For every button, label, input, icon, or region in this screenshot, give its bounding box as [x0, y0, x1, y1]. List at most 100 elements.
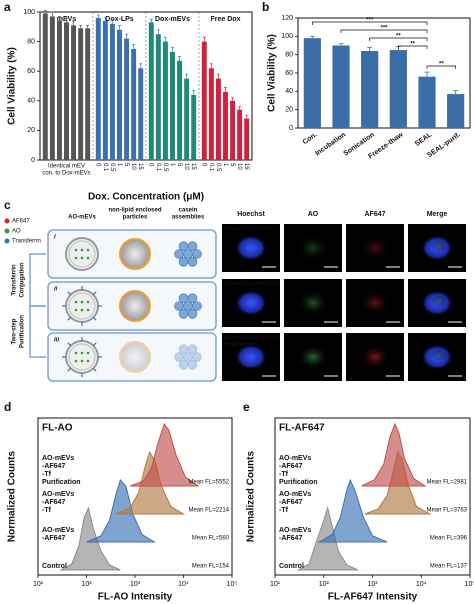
- x-tick-label: 0.1: [208, 163, 214, 172]
- x-tick-label: 15: [243, 163, 249, 170]
- bar: [95, 17, 101, 161]
- merge-signal: [431, 295, 447, 307]
- channel-header: Merge: [427, 211, 448, 218]
- x-tick-label: 10⁴: [416, 581, 427, 588]
- step-label: Conjugation: [20, 262, 26, 297]
- bar: [42, 13, 48, 161]
- vesicle: [65, 237, 99, 271]
- casein: [178, 241, 189, 252]
- x-tick-label: 10⁴: [178, 581, 189, 588]
- y-tick-label: 60: [27, 68, 35, 75]
- y-axis-label: Cell Viability (%): [7, 47, 18, 125]
- bar: [237, 109, 243, 160]
- legend-label: Purification: [42, 479, 81, 486]
- significance-bracket: [369, 37, 428, 41]
- column-header: assemblies: [172, 215, 205, 221]
- casein: [187, 241, 198, 252]
- legend-symbol: [4, 238, 10, 244]
- annotation: con. to Dox-mEVs: [42, 171, 90, 177]
- bar: [131, 49, 137, 160]
- ao-dot: [80, 248, 84, 252]
- y-tick-label: 20: [27, 127, 35, 134]
- significance-label: **: [439, 62, 444, 68]
- transferrin: [92, 342, 97, 347]
- bar: [49, 16, 55, 160]
- sample-label: Purification: [224, 342, 257, 348]
- bar: [85, 28, 91, 161]
- y-tick-label: 40: [285, 88, 293, 95]
- casein: [178, 308, 189, 319]
- legend-symbol: [4, 218, 10, 224]
- ao-dot: [74, 351, 78, 355]
- sample-label: AO-mEVs-AF647: [224, 227, 272, 233]
- mean-label: Mean FL=3763: [426, 508, 467, 514]
- step-label: Purification: [20, 315, 26, 348]
- legend-label: -AF647: [279, 535, 302, 542]
- casein: [174, 352, 184, 362]
- cell-signal: [297, 290, 329, 316]
- panel-label: d: [4, 400, 11, 414]
- x-tick-label: 10²: [319, 581, 330, 588]
- x-tick-label: 10: [183, 163, 189, 170]
- particle: [119, 341, 151, 373]
- y-axis-label: Normalized Counts: [246, 451, 257, 543]
- bar: [117, 29, 122, 161]
- ao-dot: [80, 300, 84, 304]
- row-label: iii: [54, 338, 59, 344]
- panel-label: c: [4, 198, 11, 212]
- x-tick-label: 1: [116, 163, 122, 167]
- bar: [148, 22, 154, 160]
- legend-label: -Tf: [279, 507, 289, 514]
- legend-label: Control: [42, 563, 67, 570]
- y-tick-label: 0: [289, 125, 293, 132]
- merge-signal: [431, 349, 447, 361]
- casein: [178, 256, 189, 267]
- ao-dot: [74, 248, 78, 252]
- significance-bracket: [426, 65, 457, 69]
- significance-bracket: [311, 21, 428, 25]
- vesicle-inner: [68, 292, 96, 320]
- x-tick-label: 10²: [81, 581, 92, 588]
- chart-title: FL-AF647: [279, 423, 325, 434]
- mean-label: Mean FL=137: [430, 564, 468, 570]
- x-tick-label: 5: [229, 163, 235, 167]
- x-tick-label: 15: [137, 163, 143, 170]
- mean-label: Mean FL=154: [192, 564, 230, 570]
- ao-dot: [86, 308, 90, 312]
- column-header: non-lipid enclosed: [108, 208, 161, 214]
- plot-frame: [297, 17, 471, 129]
- column-header: casein: [179, 208, 198, 214]
- x-tick-label: 15: [190, 163, 196, 170]
- cell-signal: [359, 344, 391, 370]
- casein: [183, 352, 193, 362]
- legend-label: Control: [279, 563, 304, 570]
- x-tick-label: 0.5: [162, 163, 168, 172]
- mean-label: Mean FL=2981: [426, 480, 467, 486]
- cell-signal: [359, 290, 391, 316]
- casein: [187, 308, 198, 319]
- cell-signal: [235, 235, 267, 261]
- ao-dot: [74, 256, 78, 260]
- y-tick-label: 120: [281, 15, 293, 22]
- ao-dot: [80, 351, 84, 355]
- legend-symbol: [4, 228, 10, 234]
- ao-dot: [80, 308, 84, 312]
- mean-label: Mean FL=5552: [188, 480, 229, 486]
- step-label: Two-step: [12, 318, 18, 344]
- y-axis-label: Normalized Counts: [7, 451, 18, 543]
- annotation: Identical mEV: [48, 164, 85, 170]
- histogram-area: [317, 478, 388, 543]
- chart-title: FL-AO: [42, 423, 73, 434]
- ao-dot: [80, 359, 84, 363]
- mean-label: Mean FL=396: [430, 536, 468, 542]
- casein: [174, 249, 184, 259]
- x-tick-label: 10⁵: [227, 581, 238, 588]
- bar: [155, 34, 161, 161]
- legend-label: -AF647: [279, 499, 302, 506]
- legend-label: AO-mEVs: [279, 491, 311, 498]
- casein: [183, 301, 193, 311]
- step-label: Transferrin: [12, 264, 18, 296]
- x-tick-label: Con.: [302, 131, 319, 146]
- bar: [447, 94, 465, 128]
- channel-header: AO: [308, 211, 319, 218]
